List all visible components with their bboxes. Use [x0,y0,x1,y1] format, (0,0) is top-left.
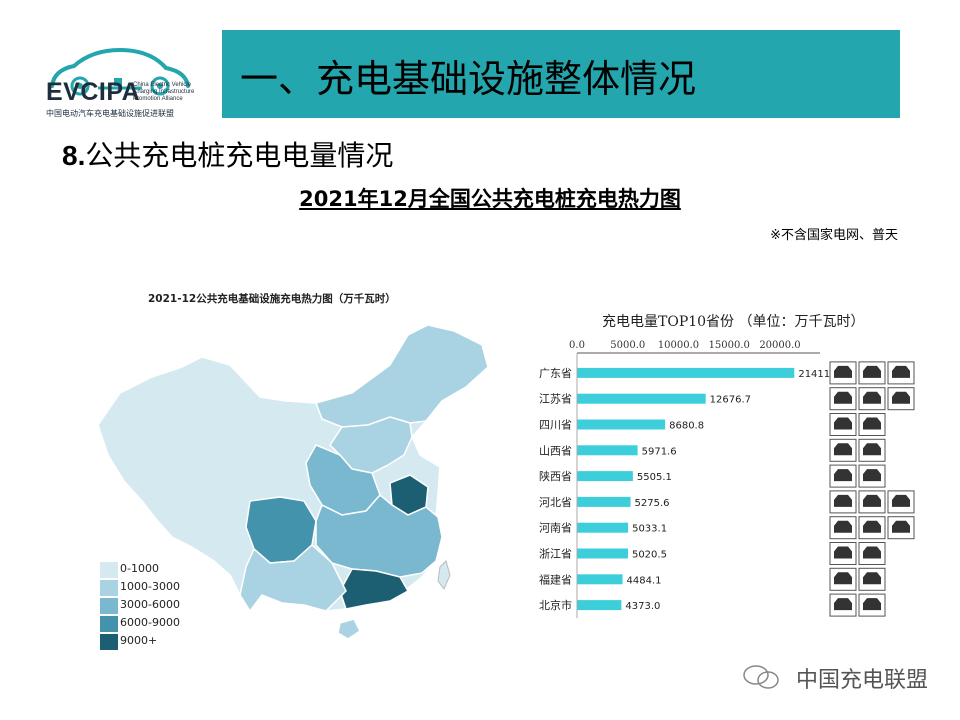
legend-label: 9000+ [120,634,158,647]
note-text: ※不含国家电网、普天 [770,228,898,243]
legend-swatch [100,598,118,614]
car-icon [863,469,881,482]
car-icon [834,520,852,533]
car-icon [863,443,881,456]
value-label: 5971.6 [642,446,677,457]
car-icon [892,365,910,378]
category-label: 北京市 [539,598,572,612]
legend-label: 1000-3000 [120,580,180,593]
value-label: 5505.1 [637,472,672,483]
value-label: 4373.0 [625,601,660,612]
top10-bar-chart: 充电电量TOP10省份 （单位：万千瓦时） 0.0 5000.0 10000.0 150… [539,314,915,618]
car-icon [834,391,852,404]
map-north [329,416,413,474]
car-icon [892,520,910,533]
x-tick-label: 0.0 [569,340,585,351]
map-hainan [337,618,361,640]
car-icon [834,443,852,456]
x-tick-label: 5000.0 [610,340,645,351]
main-title: 2021年12月全国公共充电桩充电热力图 [299,187,681,211]
map-title: 2021-12公共充电基础设施充电热力图（万千瓦时） [148,293,396,305]
map-southwest [239,543,347,613]
car-icon [834,598,852,611]
value-label: 12676.7 [710,395,751,406]
header-title: 一、充电基础设施整体情况 [240,57,697,101]
legend-swatch [100,616,118,632]
map-guangdong [339,568,410,610]
car-icon [834,546,852,559]
logo-chinese-name: 中国电动汽车充电基础设施促进联盟 [46,109,174,118]
value-label: 5275.6 [635,498,670,509]
bar [577,548,628,559]
bar [577,600,622,611]
category-label: 山西省 [539,444,572,457]
evcipa-logo [50,47,190,96]
logo-name: EVCIPA [46,78,141,106]
x-tick-label: 10000.0 [658,340,699,351]
wechat-icon [743,665,779,689]
legend-swatch [100,580,118,596]
bar [577,574,623,585]
car-icon [834,469,852,482]
x-tick-label: 20000.0 [759,340,800,351]
x-tick-label: 15000.0 [709,340,750,351]
bar [577,393,706,404]
car-icon [834,494,852,507]
category-label: 浙江省 [539,548,572,561]
car-icon [834,417,852,430]
bar [577,419,666,430]
bar [577,367,795,378]
category-label: 广东省 [539,367,572,380]
section-title: 8.公共充电桩充电电量情况 [62,139,394,172]
car-icon [863,365,881,378]
car-icon [863,391,881,404]
value-label: 5033.1 [632,524,667,535]
header-bar: 一、充电基础设施整体情况 [222,30,900,118]
car-icon [892,391,910,404]
bar [577,522,629,533]
bar [577,445,638,456]
value-label: 8680.8 [669,421,704,432]
category-label: 河北省 [539,496,572,509]
map-taiwan [437,560,451,590]
chart-title: 充电电量TOP10省份 （单位：万千瓦时） [602,314,865,330]
category-label: 江苏省 [539,393,572,406]
car-icon [863,598,881,611]
car-icon [834,572,852,585]
category-label: 河南省 [539,522,572,535]
category-label: 陕西省 [539,469,572,483]
bar [577,496,631,507]
car-icon [863,546,881,559]
category-label: 福建省 [539,572,572,586]
legend-swatch [100,634,118,650]
car-icon [863,520,881,533]
legend-swatch [100,562,118,578]
car-icon [834,365,852,378]
legend-label: 6000-9000 [120,616,180,629]
value-label: 5020.5 [632,550,667,561]
legend-label: 3000-6000 [120,598,180,611]
china-heat-map [97,324,489,640]
bar [577,471,633,482]
car-icon [863,494,881,507]
car-icon [863,417,881,430]
car-icon [863,572,881,585]
category-label: 四川省 [539,419,572,432]
car-icon [892,494,910,507]
legend-label: 0-1000 [120,562,159,575]
value-label: 21411.7 [798,369,839,380]
logo-english-name: China Electric Vehicle Charging Infrastru… [133,82,195,102]
map-northeast [315,324,489,428]
watermark-text: 中国充电联盟 [795,668,928,693]
value-label: 4484.1 [627,575,662,586]
